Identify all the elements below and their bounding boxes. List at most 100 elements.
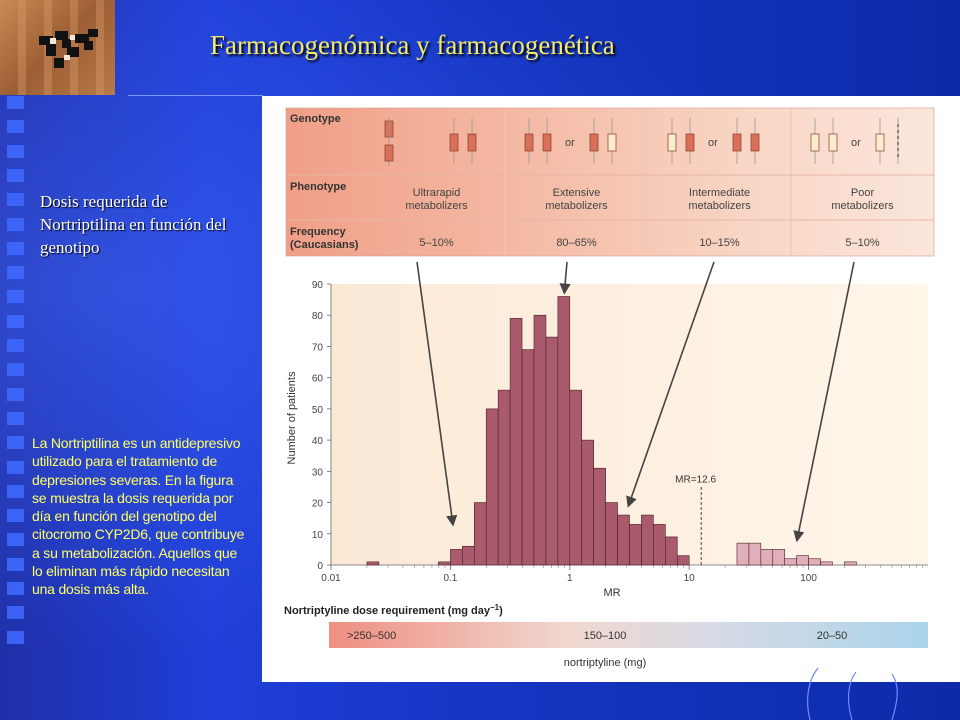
histogram-bar <box>521 349 535 566</box>
figure-panel: Genotype Phenotype Frequency (Caucasians… <box>262 96 960 682</box>
side-block <box>7 509 24 523</box>
histogram-bar <box>772 549 786 566</box>
phenotype-label-sub: metabolizers <box>545 200 608 212</box>
histogram-bar <box>593 467 606 566</box>
or-label: or <box>565 137 575 149</box>
y-axis-label: Number of patients <box>286 371 298 464</box>
frequency-value: 80–65% <box>556 237 597 249</box>
row-label-phenotype: Phenotype <box>290 181 346 193</box>
row-label-genotype: Genotype <box>290 113 341 125</box>
phenotype-label: Poor <box>851 187 875 199</box>
side-block <box>7 290 24 304</box>
phenotype-arrow <box>626 261 715 508</box>
row-label-frequency-sub: (Caucasians) <box>290 239 359 251</box>
side-block <box>7 411 24 425</box>
slide-subtitle: Dosis requerida de Nortriptilina en func… <box>40 192 227 257</box>
allele-box <box>667 133 677 152</box>
histogram-bar <box>366 561 380 566</box>
dose-bar-title-text: Nortriptyline dose requirement (mg day <box>284 605 491 617</box>
histogram-bar <box>462 545 475 566</box>
side-block <box>7 266 24 280</box>
histogram-bar <box>844 561 857 566</box>
side-block <box>7 363 24 377</box>
y-tick-label: 50 <box>312 405 324 416</box>
histogram-bar <box>808 558 821 566</box>
x-axis: 0.01 0.1 1 10 100 <box>321 564 928 584</box>
x-tick-label: 1 <box>567 573 573 584</box>
or-label: or <box>708 137 718 149</box>
histogram-bar <box>557 296 571 566</box>
corner-decoration <box>807 667 898 720</box>
side-decoration <box>7 96 25 656</box>
allele-box <box>607 133 617 152</box>
y-tick-label: 80 <box>312 311 324 322</box>
phenotype-label-sub: metabolizers <box>405 200 468 212</box>
side-block <box>7 460 24 474</box>
histogram-bar <box>665 536 678 566</box>
row-label-frequency: Frequency <box>290 226 347 238</box>
allele-box <box>589 133 599 152</box>
dose-bar-caption: nortriptyline (mg) <box>564 657 647 669</box>
histogram-bar <box>736 542 750 566</box>
side-block <box>7 314 24 328</box>
x-tick-label: 0.01 <box>321 573 341 584</box>
side-block <box>7 630 24 644</box>
histogram-bar <box>617 514 630 566</box>
side-block <box>7 582 24 595</box>
frequency-value: 5–10% <box>845 237 879 249</box>
histogram-bar <box>509 318 523 566</box>
side-block <box>7 436 24 450</box>
side-block <box>7 484 24 498</box>
allele-box <box>732 133 742 152</box>
histogram-bar <box>605 502 618 566</box>
phenotype-arrow <box>793 261 855 543</box>
histogram-bar <box>820 561 833 566</box>
allele-box <box>384 144 394 162</box>
dose-gradient-bar <box>329 622 928 648</box>
genotype-table: Genotype Phenotype Frequency (Caucasians… <box>285 107 935 257</box>
y-tick-label: 10 <box>312 530 324 541</box>
histogram-bar <box>473 502 487 566</box>
phenotype-label: Intermediate <box>689 187 750 199</box>
histogram-bar <box>676 555 690 566</box>
phenotype-arrow <box>416 261 458 527</box>
allele-box <box>810 133 820 152</box>
allele-box <box>467 133 477 152</box>
dose-bar-title-superscript: −1 <box>490 603 500 612</box>
x-tick-label: 10 <box>684 573 696 584</box>
histogram-bar <box>438 561 451 566</box>
side-block <box>7 168 24 182</box>
threshold-label: MR=12.6 <box>675 474 716 485</box>
phenotype-arrows <box>416 261 855 543</box>
allele-box <box>875 133 885 152</box>
y-tick-label: 70 <box>312 342 324 353</box>
phenotype-label-sub: metabolizers <box>688 200 751 212</box>
dose-segment-high: >250–500 <box>347 630 396 642</box>
side-block <box>7 96 24 109</box>
side-block <box>7 533 24 547</box>
phenotype-label: Extensive <box>553 187 601 199</box>
side-block <box>7 193 24 207</box>
allele-box <box>685 133 695 152</box>
histogram-bar <box>748 542 762 566</box>
y-axis: 0 10 20 30 40 50 60 70 80 90 <box>312 280 332 572</box>
y-tick-label: 20 <box>312 499 324 510</box>
allele-box <box>828 133 838 152</box>
title-divider <box>128 95 263 96</box>
side-block <box>7 241 24 255</box>
histogram-bar <box>569 389 583 566</box>
allele-box <box>524 133 534 152</box>
y-tick-label: 30 <box>312 467 324 478</box>
histogram-bar <box>533 314 547 566</box>
x-tick-label: 0.1 <box>443 573 457 584</box>
logo-mark-icon <box>39 29 98 68</box>
side-block <box>7 557 24 571</box>
allele-box <box>449 133 459 152</box>
histogram-bar <box>497 389 511 566</box>
histogram-bar <box>641 514 654 566</box>
table-border <box>285 107 935 257</box>
side-block <box>7 387 24 401</box>
allele-box <box>750 133 760 152</box>
frequency-value: 10–15% <box>699 237 740 249</box>
side-block <box>7 339 24 352</box>
